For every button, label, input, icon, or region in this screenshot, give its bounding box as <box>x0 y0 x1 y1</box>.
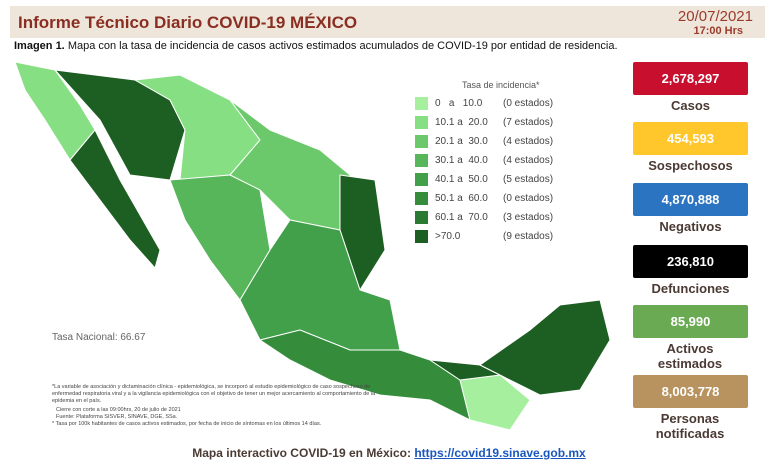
caption: Imagen 1. Mapa con la tasa de incidencia… <box>14 40 618 52</box>
legend-count: (7 estados) <box>503 117 554 128</box>
stat-value: 8,003,778 <box>633 375 748 408</box>
state <box>339 174 386 292</box>
title: Informe Técnico Diario COVID-19 MÉXICO <box>18 13 358 32</box>
stat-value: 236,810 <box>633 245 748 278</box>
legend-swatch <box>415 211 428 224</box>
legend-title: Tasa de incidencia* <box>462 80 540 90</box>
time: 17:00 Hrs <box>693 25 743 37</box>
header: Informe Técnico Diario COVID-19 MÉXICO 2… <box>10 6 765 38</box>
footnote: * Tasa por 100k habitantes de casos acti… <box>52 421 322 427</box>
legend-range: 50.1 a 60.0 <box>435 193 488 204</box>
stat-label: Casos <box>670 98 711 113</box>
map <box>14 61 611 431</box>
legend-count: (9 estados) <box>503 231 554 242</box>
legend-swatch <box>415 116 428 129</box>
legend-count: (0 estados) <box>503 193 554 204</box>
legend-swatch <box>415 97 428 110</box>
footnote: Cierre con corte a las 09:00hrs, 20 de j… <box>56 407 181 413</box>
stat-value: 2,678,297 <box>633 62 748 95</box>
legend-range: 0 a 10.0 <box>435 98 483 109</box>
legend-swatch <box>415 230 428 243</box>
legend-count: (5 estados) <box>503 174 554 185</box>
stat-label: Negativos <box>659 219 722 234</box>
stat-label: Defunciones <box>651 281 730 296</box>
legend-count: (4 estados) <box>503 136 554 147</box>
legend-count: (0 estados) <box>503 98 554 109</box>
footer: Mapa interactivo COVID-19 en México: htt… <box>0 446 778 460</box>
footnote: Fuente: Plataforma SISVER, SINAVE, DGE, … <box>56 414 178 420</box>
legend-swatch <box>415 192 428 205</box>
date: 20/07/2021 <box>677 8 753 25</box>
stat-value: 4,870,888 <box>633 183 748 216</box>
legend-range: 20.1 a 30.0 <box>435 136 488 147</box>
stat-label: Sospechosos <box>648 158 733 173</box>
stat-label: Personas notificadas <box>655 411 725 441</box>
stat-value: 454,593 <box>633 122 748 155</box>
stat-value: 85,990 <box>633 305 748 338</box>
footer-text: Mapa interactivo COVID-19 en México: <box>192 446 411 460</box>
legend-range: >70.0 <box>435 231 461 242</box>
state <box>479 299 611 396</box>
caption-text: Mapa con la tasa de incidencia de casos … <box>67 40 618 52</box>
legend-range: 60.1 a 70.0 <box>435 212 488 223</box>
stat-label: Activos estimados <box>657 341 723 371</box>
footnote: *La variable de asociación y dictaminaci… <box>52 384 376 404</box>
legend-count: (3 estados) <box>503 212 554 223</box>
legend-swatch <box>415 173 428 186</box>
legend-swatch <box>415 154 428 167</box>
legend-swatch <box>415 135 428 148</box>
link[interactable]: https://covid19.sinave.gob.mx <box>414 446 586 460</box>
legend-count: (4 estados) <box>503 155 554 166</box>
state <box>69 129 161 270</box>
national-rate: Tasa Nacional: 66.67 <box>52 332 146 343</box>
caption-label: Imagen 1. <box>14 40 65 52</box>
legend-range: 10.1 a 20.0 <box>435 117 488 128</box>
legend-range: 40.1 a 50.0 <box>435 174 488 185</box>
legend-range: 30.1 a 40.0 <box>435 155 488 166</box>
footnotes: *La variable de asociación y dictaminaci… <box>52 384 382 428</box>
